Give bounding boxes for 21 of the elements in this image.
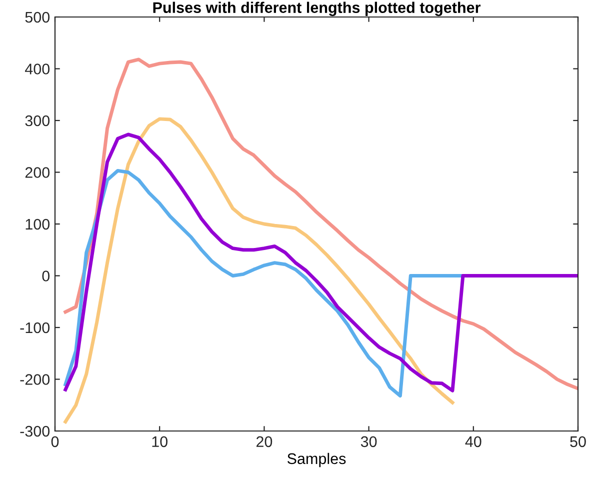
x-tick-label: 20 (256, 436, 272, 448)
line-series (64, 58, 578, 390)
y-tick-label: 300 (25, 115, 50, 126)
y-tick-label: 500 (25, 12, 50, 23)
line-series (64, 132, 578, 392)
y-tick-label: 100 (26, 218, 50, 230)
x-tick-label: 30 (360, 436, 377, 448)
x-axis-title: Samples (287, 452, 346, 468)
line-series (64, 168, 465, 398)
y-tick-label: 0 (42, 270, 50, 282)
y-tick-label: 200 (25, 167, 50, 178)
x-tick-label: 0 (51, 436, 59, 448)
line-series (64, 117, 454, 424)
y-tick-label: -300 (20, 426, 50, 437)
y-tick-label: 400 (25, 64, 50, 74)
chart-title: Pulses with different lengths plotted together (153, 2, 481, 16)
y-tick-label: -200 (20, 374, 50, 385)
x-tick-label: 10 (152, 436, 168, 448)
x-tick-label: 50 (570, 436, 586, 448)
x-tick-label: 40 (465, 436, 482, 448)
y-tick-label: -100 (20, 322, 50, 334)
